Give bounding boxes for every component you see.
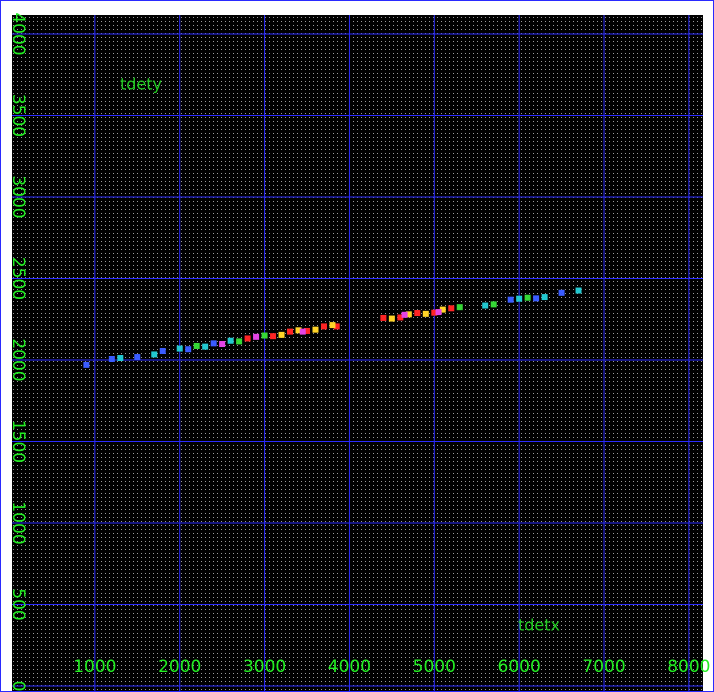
x-tick-label: 2000 xyxy=(158,657,201,677)
point xyxy=(456,304,463,311)
point xyxy=(236,338,243,345)
y-tick-label: 0 xyxy=(8,681,28,692)
point xyxy=(83,361,90,368)
point xyxy=(401,311,408,318)
point xyxy=(448,305,455,312)
point xyxy=(210,340,217,347)
x-tick-label: 7000 xyxy=(582,657,625,677)
point xyxy=(299,328,306,335)
y-tick-label: 3000 xyxy=(8,175,28,218)
point xyxy=(397,314,404,321)
point xyxy=(287,328,294,335)
point xyxy=(270,333,277,340)
point xyxy=(295,327,302,334)
point xyxy=(185,346,192,353)
point xyxy=(176,345,183,352)
point xyxy=(380,314,387,321)
point xyxy=(435,309,442,316)
point xyxy=(388,315,395,322)
y-tick-label: 4000 xyxy=(8,12,28,55)
x-axis-label: tdetx xyxy=(518,616,560,635)
point xyxy=(414,310,421,317)
y-tick-label: 2500 xyxy=(8,257,28,300)
point xyxy=(558,289,565,296)
plot-layer xyxy=(12,15,703,692)
y-tick-label: 2000 xyxy=(8,338,28,381)
point xyxy=(405,311,412,318)
point xyxy=(431,309,438,316)
point xyxy=(541,294,548,301)
point xyxy=(482,302,489,309)
point xyxy=(261,332,268,339)
x-tick-label: 6000 xyxy=(498,657,541,677)
point xyxy=(134,354,141,361)
y-tick-label: 500 xyxy=(8,588,28,620)
point xyxy=(320,323,327,330)
point xyxy=(575,287,582,294)
point xyxy=(533,295,540,302)
y-tick-label: 3500 xyxy=(8,94,28,137)
point xyxy=(333,323,340,330)
point xyxy=(219,341,226,348)
point xyxy=(202,343,209,350)
point xyxy=(507,296,514,303)
x-tick-label: 8000 xyxy=(667,657,710,677)
y-tick-label: 1000 xyxy=(8,501,28,544)
point xyxy=(193,342,200,349)
point xyxy=(329,322,336,329)
point xyxy=(244,335,251,342)
point xyxy=(524,294,531,301)
point xyxy=(117,355,124,362)
point xyxy=(422,310,429,317)
point xyxy=(278,331,285,338)
point xyxy=(108,356,115,363)
x-tick-label: 1000 xyxy=(73,657,116,677)
x-tick-label: 4000 xyxy=(328,657,371,677)
x-tick-label: 3000 xyxy=(243,657,286,677)
point xyxy=(304,327,311,334)
x-tick-label: 5000 xyxy=(413,657,456,677)
y-tick-label: 1500 xyxy=(8,420,28,463)
point xyxy=(151,351,158,358)
point xyxy=(439,306,446,313)
point xyxy=(490,301,497,308)
point xyxy=(253,333,260,340)
point xyxy=(312,326,319,333)
point xyxy=(516,295,523,302)
point xyxy=(227,337,234,344)
y-axis-label: tdety xyxy=(120,75,162,94)
point xyxy=(159,348,166,355)
plot-texture xyxy=(12,15,703,692)
